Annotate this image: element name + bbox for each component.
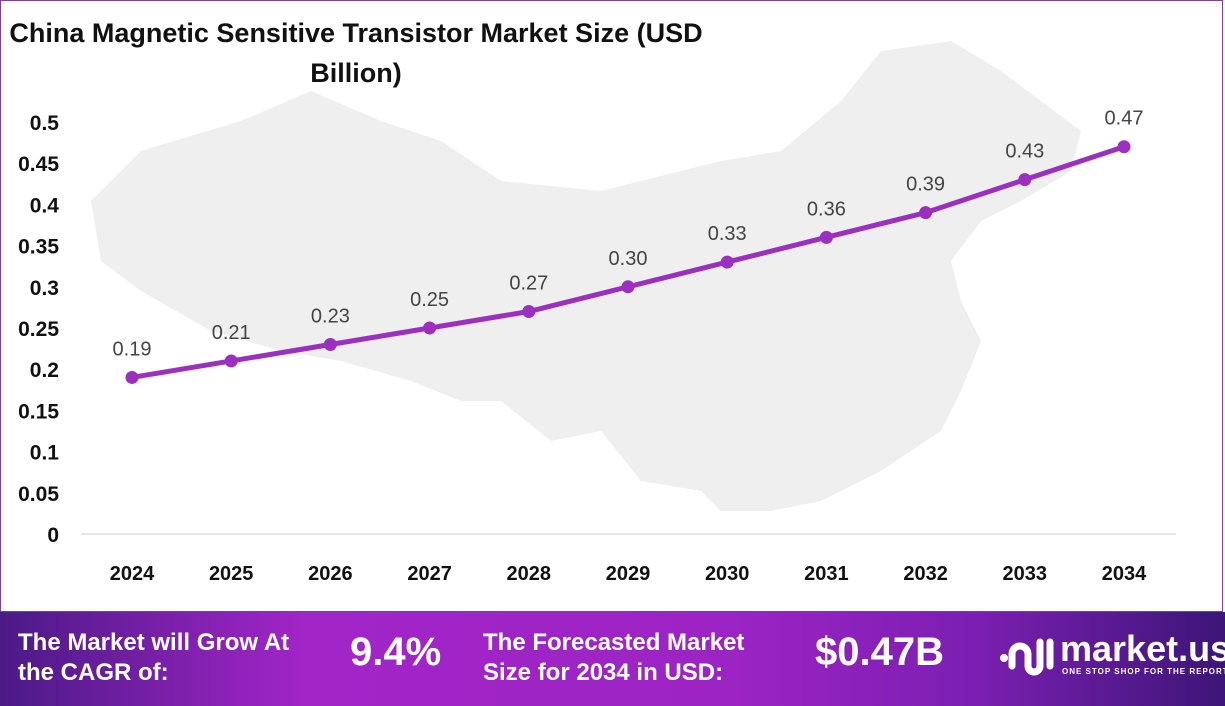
y-tick-label: 0.05 (18, 483, 59, 506)
y-tick-label: 0.25 (18, 318, 59, 341)
y-tick-label: 0.2 (30, 359, 59, 382)
y-tick-label: 0.5 (30, 112, 60, 135)
data-point (323, 337, 337, 351)
y-tick-label: 0 (47, 524, 59, 547)
logo-icon (1000, 638, 1054, 676)
x-tick-label: 2028 (507, 563, 552, 585)
x-tick-label: 2031 (804, 563, 849, 585)
data-label: 0.33 (708, 223, 747, 245)
chart-title: China Magnetic Sensitive Transistor Mark… (9, 18, 703, 88)
x-tick-label: 2025 (209, 563, 254, 585)
x-tick-label: 2024 (110, 563, 155, 585)
market-us-logo: market.us ONE STOP SHOP FOR THE REPORTS (998, 628, 1225, 687)
data-label: 0.30 (609, 248, 648, 270)
x-tick-label: 2027 (407, 563, 452, 585)
forecast-value: $0.47B (815, 630, 944, 674)
data-label: 0.21 (212, 322, 251, 344)
data-label: 0.47 (1105, 108, 1144, 130)
y-tick-label: 0.3 (30, 277, 59, 300)
data-label: 0.36 (807, 198, 846, 220)
data-label: 0.43 (1005, 141, 1044, 163)
y-tick-label: 0.45 (18, 153, 59, 176)
data-point (125, 370, 139, 384)
data-label: 0.39 (906, 174, 945, 196)
cagr-label: The Market will Grow At the CAGR of: (18, 629, 290, 686)
data-point (819, 230, 833, 244)
cagr-value: 9.4% (350, 630, 442, 674)
summary-banner: The Market will Grow At the CAGR of: 9.4… (0, 612, 1225, 706)
x-tick-label: 2033 (1003, 563, 1048, 585)
forecast-label: The Forecasted Market Size for 2034 in U… (483, 629, 745, 686)
line-chart: 0 0.05 0.1 0.15 0.2 0.25 0.3 0.35 0.4 0.45 0.5 2024… (18, 108, 1176, 585)
data-point (522, 305, 536, 319)
x-tick-label: 2026 (308, 563, 353, 585)
data-point (621, 280, 635, 294)
x-tick-label: 2030 (705, 563, 750, 585)
data-label: 0.19 (113, 338, 152, 360)
x-tick-label: 2034 (1102, 563, 1147, 585)
data-label: 0.25 (410, 289, 449, 311)
data-point (423, 321, 437, 335)
data-label: 0.23 (311, 305, 350, 327)
logo-tagline: ONE STOP SHOP FOR THE REPORTS (1062, 667, 1225, 676)
y-tick-label: 0.15 (18, 400, 59, 423)
data-point (1018, 173, 1032, 187)
y-tick-label: 0.4 (30, 194, 60, 217)
x-tick-label: 2032 (903, 563, 948, 585)
y-tick-label: 0.1 (30, 442, 60, 465)
data-point (1117, 140, 1131, 154)
data-point (720, 255, 734, 269)
x-tick-label: 2029 (606, 563, 651, 585)
data-point (919, 206, 933, 220)
china-map-background (91, 41, 1081, 511)
data-label: 0.27 (509, 273, 548, 295)
data-point (224, 354, 238, 368)
logo-name: market.us (1060, 628, 1225, 669)
chart-frame: China Magnetic Sensitive Transistor Mark… (0, 0, 1223, 612)
y-tick-label: 0.35 (18, 236, 59, 259)
